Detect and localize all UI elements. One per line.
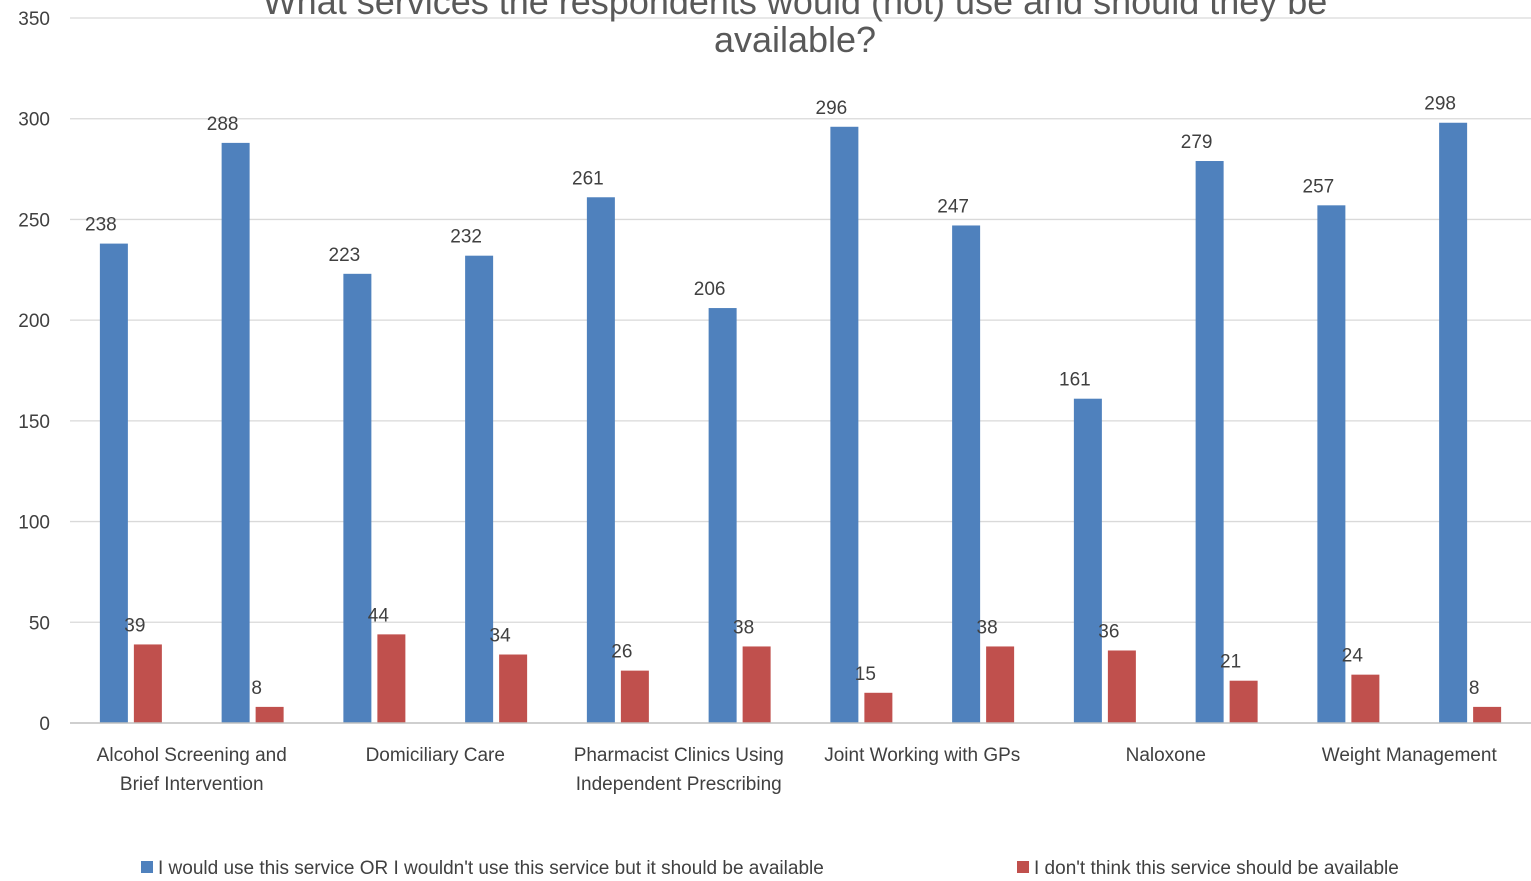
category-label: Naloxone [1126, 745, 1206, 766]
bar-not-available [1107, 650, 1136, 723]
bar-available [1073, 398, 1102, 723]
data-label: 161 [1059, 370, 1091, 391]
data-label: 21 [1220, 652, 1241, 673]
data-label: 39 [124, 615, 145, 636]
data-label: 26 [611, 642, 632, 663]
bar-not-available [620, 670, 649, 723]
category-label: Weight Management [1322, 745, 1498, 766]
bar-not-available [742, 646, 771, 723]
y-tick-label: 200 [18, 311, 50, 332]
legend-label: I would use this service OR I wouldn't u… [158, 858, 824, 879]
data-label: 8 [1469, 678, 1480, 699]
chart-title-line: What services the respondents would (not… [263, 0, 1328, 22]
data-label: 247 [937, 196, 969, 217]
y-tick-label: 250 [18, 210, 50, 231]
bar-available [830, 126, 859, 724]
data-label: 38 [733, 617, 754, 638]
data-label: 257 [1303, 176, 1335, 197]
data-labels: 238 288 223 232 261 206 296 247 161 279 257 298 39 8 4… [85, 94, 1479, 699]
data-label: 298 [1424, 94, 1456, 115]
category-label: Domiciliary Care [366, 745, 505, 766]
bar-available [1439, 122, 1468, 723]
data-label: 15 [855, 664, 876, 685]
y-tick-label: 150 [18, 412, 50, 433]
data-label: 296 [816, 98, 848, 119]
data-label: 279 [1181, 132, 1213, 153]
chart-title: What services the respondents would (not… [263, 0, 1328, 60]
data-label: 44 [368, 605, 390, 626]
y-tick-label: 350 [18, 9, 50, 30]
data-label: 36 [1098, 621, 1119, 642]
data-label: 261 [572, 168, 604, 189]
bar-not-available [133, 644, 162, 723]
bar-not-available [864, 692, 893, 723]
bar-not-available [1473, 706, 1502, 723]
data-label: 24 [1342, 646, 1364, 667]
bar-available [952, 225, 981, 723]
bar-not-available [499, 654, 528, 723]
chart-title-line: available? [714, 19, 876, 60]
bar-available [1317, 205, 1346, 724]
category-label: Independent Prescribing [576, 774, 782, 795]
legend-label: I don't think this service should be ava… [1034, 858, 1399, 879]
data-label: 38 [977, 617, 998, 638]
y-axis-ticks: 0 50 100 150 200 250 300 350 [18, 9, 50, 735]
bar-not-available [1229, 680, 1258, 723]
bars [99, 122, 1502, 724]
y-tick-label: 300 [18, 110, 50, 131]
data-label: 232 [450, 227, 482, 248]
data-label: 34 [490, 626, 512, 647]
bar-available [221, 142, 250, 723]
bar-available [586, 197, 615, 723]
bar-available [465, 255, 494, 723]
legend: I would use this service OR I wouldn't u… [141, 858, 1399, 879]
bar-not-available [1351, 674, 1380, 723]
y-tick-label: 100 [18, 513, 50, 534]
category-label: Joint Working with GPs [824, 745, 1020, 766]
bar-not-available [377, 634, 406, 723]
data-label: 206 [694, 279, 726, 300]
bar-not-available [255, 706, 284, 723]
bar-available [1195, 161, 1224, 723]
y-tick-label: 50 [29, 613, 50, 634]
data-label: 288 [207, 114, 239, 135]
legend-swatch [1017, 861, 1029, 873]
y-tick-label: 0 [39, 714, 50, 735]
gridlines [70, 17, 1531, 623]
legend-swatch [141, 861, 153, 873]
bar-available [708, 308, 737, 723]
category-label: Brief Intervention [120, 774, 264, 795]
data-label: 223 [329, 245, 361, 266]
bar-available [343, 273, 372, 723]
category-label: Alcohol Screening and [97, 745, 287, 766]
data-label: 8 [251, 678, 262, 699]
bar-not-available [986, 646, 1015, 723]
category-labels: Alcohol Screening and Brief Intervention D… [97, 745, 1498, 795]
bar-available [99, 243, 128, 723]
data-label: 238 [85, 215, 117, 236]
category-label: Pharmacist Clinics Using [574, 745, 784, 766]
